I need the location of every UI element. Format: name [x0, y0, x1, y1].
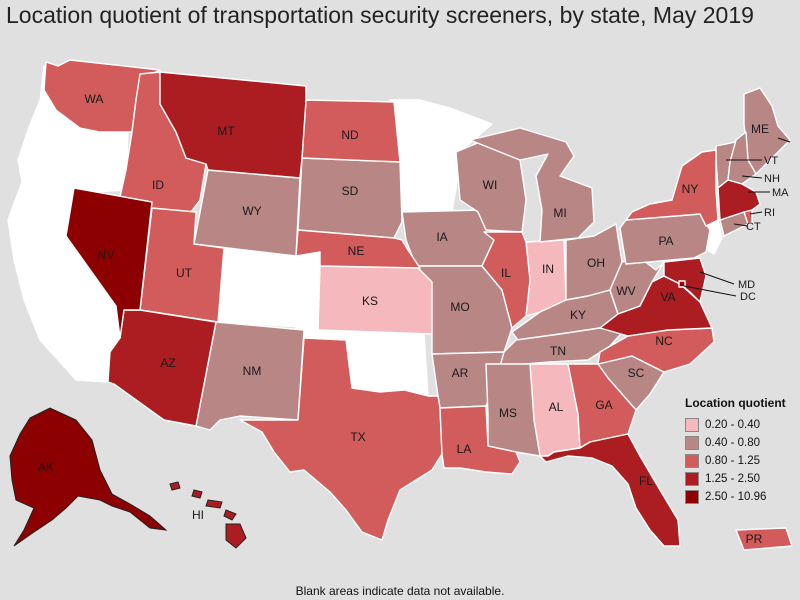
state-co	[217, 243, 321, 329]
state-hi-island-2	[191, 489, 203, 499]
leader-lines	[683, 137, 791, 297]
label-mo: MO	[450, 300, 469, 314]
label-mt: MT	[217, 124, 235, 138]
label-oh: OH	[587, 256, 605, 270]
label-la: LA	[457, 442, 472, 456]
state-ny	[625, 149, 719, 227]
label-ks: KS	[362, 294, 378, 308]
state-fl	[539, 433, 681, 547]
state-tx	[239, 337, 443, 541]
label-il: IL	[501, 266, 511, 280]
leader-nh	[741, 175, 763, 179]
label-pa: PA	[658, 234, 673, 248]
class-5-states	[9, 187, 686, 547]
state-la	[439, 405, 521, 475]
label-tx: TX	[350, 430, 365, 444]
state-dc	[678, 280, 686, 288]
legend-label: 0.80 - 1.25	[705, 455, 760, 467]
leader-dc	[683, 285, 737, 297]
class-2-states	[193, 87, 791, 457]
state-ak	[9, 407, 168, 547]
label-in: IN	[542, 262, 554, 276]
label-id: ID	[152, 178, 164, 192]
label-wy: WY	[242, 204, 261, 218]
state-hi-island-1	[169, 481, 181, 491]
label-ky: KY	[570, 308, 586, 322]
label-ar: AR	[452, 366, 469, 380]
label-pr: PR	[746, 532, 763, 546]
legend-swatch	[685, 418, 699, 432]
legend-swatch	[685, 436, 699, 450]
map-legend: Location quotient 0.20 - 0.40 0.40 - 0.8…	[685, 396, 795, 506]
label-ny: NY	[682, 182, 699, 196]
legend-label: 1.25 - 2.50	[705, 473, 760, 485]
state-md	[663, 257, 707, 303]
label-ga: GA	[595, 398, 612, 412]
legend-swatch	[685, 454, 699, 468]
state-ms	[485, 363, 541, 457]
legend-label: 0.40 - 0.80	[705, 437, 760, 449]
state-nv	[65, 187, 153, 339]
legend-item: 0.20 - 0.40	[685, 416, 795, 434]
state-mi	[469, 127, 595, 243]
label-al: AL	[549, 400, 564, 414]
label-ct: CT	[746, 221, 761, 233]
label-ms: MS	[499, 406, 517, 420]
label-ma: MA	[772, 187, 789, 199]
label-ri: RI	[764, 207, 775, 219]
label-mi: MI	[553, 206, 566, 220]
legend-item: 0.80 - 1.25	[685, 452, 795, 470]
map-title: Location quotient of transportation secu…	[6, 2, 754, 28]
label-fl: FL	[639, 474, 653, 488]
label-tn: TN	[550, 344, 566, 358]
label-sc: SC	[628, 366, 645, 380]
label-sd: SD	[342, 184, 359, 198]
state-il	[481, 231, 531, 329]
label-ak: AK	[38, 460, 54, 474]
label-dc: DC	[740, 291, 756, 303]
state-ne	[295, 229, 421, 269]
label-ia: IA	[436, 230, 447, 244]
state-labels: WA ID MT ND SD WY NV UT NE KS AZ NM TX I…	[38, 92, 789, 546]
label-wi: WI	[483, 178, 498, 192]
label-ne: NE	[348, 244, 365, 258]
label-hi: HI	[192, 508, 204, 522]
leader-ct	[733, 223, 749, 227]
label-wv: WV	[616, 284, 635, 298]
state-ma	[717, 179, 761, 221]
label-nm: NM	[243, 364, 262, 378]
label-md: MD	[738, 279, 755, 291]
legend-item: 0.40 - 0.80	[685, 434, 795, 452]
label-nh: NH	[764, 173, 780, 185]
label-nv: NV	[98, 248, 115, 262]
state-nh	[727, 131, 757, 185]
class-4-states	[107, 71, 761, 549]
leader-me	[777, 137, 791, 143]
legend-swatch	[685, 472, 699, 486]
label-va: VA	[660, 290, 675, 304]
label-wa: WA	[85, 92, 104, 106]
legend-title: Location quotient	[685, 396, 786, 410]
state-hi-island-4	[223, 509, 237, 521]
footnote: Blank areas indicate data not available.	[295, 584, 505, 598]
leader-ri	[749, 211, 763, 215]
legend-label: 2.50 - 10.96	[705, 491, 767, 503]
state-hi-island-5	[225, 523, 247, 549]
label-az: AZ	[160, 356, 175, 370]
label-me: ME	[751, 122, 769, 136]
legend-item: 1.25 - 2.50	[685, 470, 795, 488]
state-pr	[735, 527, 793, 551]
class-3-states	[43, 59, 793, 551]
state-mt	[159, 71, 307, 179]
legend-label: 0.20 - 0.40	[705, 419, 760, 431]
label-nd: ND	[341, 128, 359, 142]
label-vt: VT	[764, 155, 778, 167]
state-hi-island-3	[205, 499, 223, 509]
leader-md	[699, 271, 735, 285]
label-ut: UT	[176, 266, 193, 280]
legend-swatch	[685, 490, 699, 504]
legend-item: 2.50 - 10.96	[685, 488, 795, 506]
label-nc: NC	[655, 334, 673, 348]
